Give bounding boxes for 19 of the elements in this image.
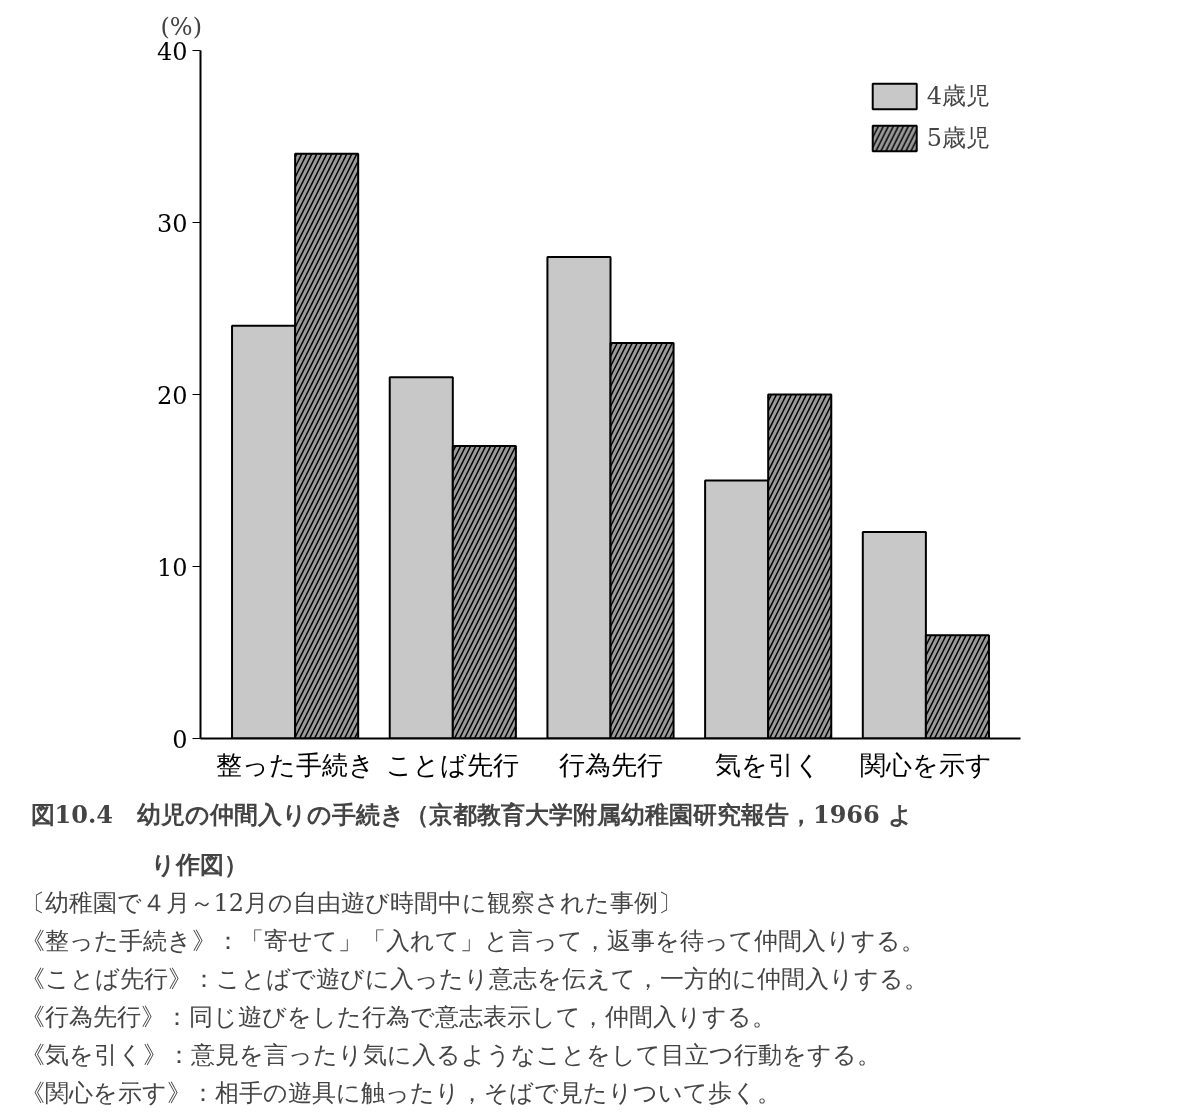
x-tick-label: 行為先行	[558, 749, 663, 780]
text: 図10.4 幼児の仲間入りの手続き（京都教育大学附属幼稚園研究報告，1966 より作図）	[30, 799, 914, 879]
y-tick-label: 30	[156, 209, 188, 238]
text: 《関心を示す》：相手の遊具に触ったり，そばで見たりついて歩く。	[20, 1078, 781, 1107]
y-tick-label: 20	[156, 381, 188, 410]
text: 《行為先行》：同じ遊びをした行為で意志表示して，仲間入りする。	[20, 1002, 776, 1031]
text: 《気を引く》：意見を言ったり気に入るようなことをして目立つ行動をする。	[20, 1040, 881, 1069]
x-tick-label: ことば先行	[386, 749, 520, 780]
y-axis-title: (%)	[160, 12, 203, 41]
text: 〔幼稚園で４月～12月の自由遊び時間中に観察された事例〕	[20, 888, 683, 917]
x-tick-label: 気を引く	[715, 749, 822, 780]
y-tick-label: 0	[172, 725, 188, 754]
x-tick-label: 整った手続き	[215, 749, 375, 780]
y-tick-label: 10	[156, 553, 188, 582]
text: 《ことば先行》：ことばで遊びに入ったり意志を伝えて，一方的に仲間入りする。	[20, 964, 928, 993]
text: 《整った手続き》：「寄せて」「入れて」と言って，返事を待って仲間入りする。	[20, 926, 925, 955]
legend-label: 5歳児	[926, 123, 990, 154]
x-tick-label: 関心を示す	[859, 749, 992, 780]
legend-label: 4歳児	[926, 81, 990, 112]
